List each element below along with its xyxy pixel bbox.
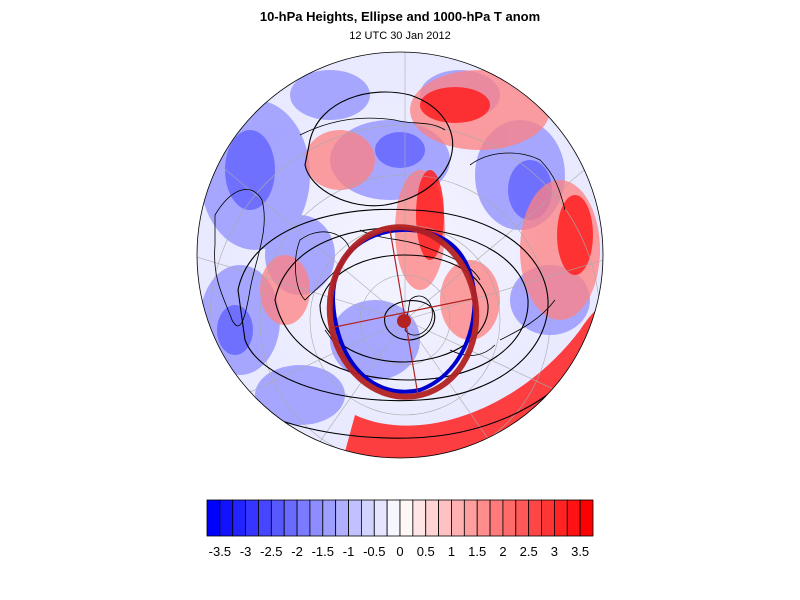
colorbar-tick-label: -1.5 xyxy=(312,544,334,559)
colorbar-box xyxy=(360,499,375,537)
colorbar-box xyxy=(373,499,388,537)
colorbar-box xyxy=(245,499,259,537)
ellipse-centroid-marker xyxy=(397,314,411,328)
colorbar-box xyxy=(399,499,414,537)
colorbar-box xyxy=(502,499,517,537)
colorbar-tick-label: -3.5 xyxy=(209,544,231,559)
globe-outline xyxy=(196,51,604,459)
height-contour-outer xyxy=(237,208,549,402)
colorbar-tick-label: -1 xyxy=(343,544,355,559)
colorbar-tick-label: 3.5 xyxy=(571,544,589,559)
colorbar-tick-label: -0.5 xyxy=(363,544,385,559)
colorbar-box xyxy=(438,499,452,537)
fitted-ellipse xyxy=(326,224,480,400)
colorbar-tick-label: 0 xyxy=(396,544,403,559)
height-contour-mid xyxy=(274,227,529,381)
height-contour-high xyxy=(304,91,454,207)
colorbar-tick-label: 3 xyxy=(551,544,558,559)
colorbar-tick-label: -3 xyxy=(240,544,252,559)
colorbar-tick-label: 1.5 xyxy=(468,544,486,559)
colorbar-box xyxy=(566,499,581,537)
colorbar-box xyxy=(206,499,221,537)
chart-title: 10-hPa Heights, Ellipse and 1000-hPa T a… xyxy=(259,9,541,24)
colorbar-box xyxy=(451,499,465,537)
ellipse-axes xyxy=(329,229,477,396)
colorbar-box xyxy=(541,499,555,537)
colorbar-box xyxy=(309,499,324,537)
colorbar-box xyxy=(283,499,298,537)
colorbar-box xyxy=(296,499,311,537)
chart-subtitle: 12 UTC 30 Jan 2012 xyxy=(349,30,451,42)
colorbar-box xyxy=(515,499,530,537)
colorbar-box xyxy=(322,499,337,537)
colorbar-box xyxy=(579,499,594,537)
colorbar-tick-label: 0.5 xyxy=(417,544,435,559)
colorbar-labels: -3.5 -3 -2.5 -2 -1.5 -1 -0.5 0 0.5 1 1.5 2 2.5 3 3.5 xyxy=(209,544,590,559)
colorbar-box xyxy=(335,499,349,537)
height-contour-inner xyxy=(319,254,489,363)
colorbar-tick-label: 2 xyxy=(499,544,506,559)
colorbar-box xyxy=(412,499,427,537)
colorbar-tick-label: 2.5 xyxy=(520,544,538,559)
colorbar-box xyxy=(232,499,247,537)
colorbar-boxes xyxy=(206,499,594,537)
colorbar-box xyxy=(348,499,362,537)
colorbar-box xyxy=(270,499,285,537)
colorbar-box xyxy=(258,499,272,537)
height-contour-core xyxy=(384,299,436,341)
colorbar-box xyxy=(489,499,504,537)
colorbar-box xyxy=(554,499,568,537)
colorbar-tick-label: 1 xyxy=(448,544,455,559)
colorbar-tick-label: -2 xyxy=(291,544,303,559)
colorbar-box xyxy=(425,499,440,537)
colorbar-box xyxy=(386,499,401,537)
colorbar-box xyxy=(528,499,542,537)
colorbar-box xyxy=(219,499,234,537)
colorbar-box xyxy=(463,499,478,537)
colorbar-tick-label: -2.5 xyxy=(260,544,282,559)
colorbar-box xyxy=(476,499,491,537)
